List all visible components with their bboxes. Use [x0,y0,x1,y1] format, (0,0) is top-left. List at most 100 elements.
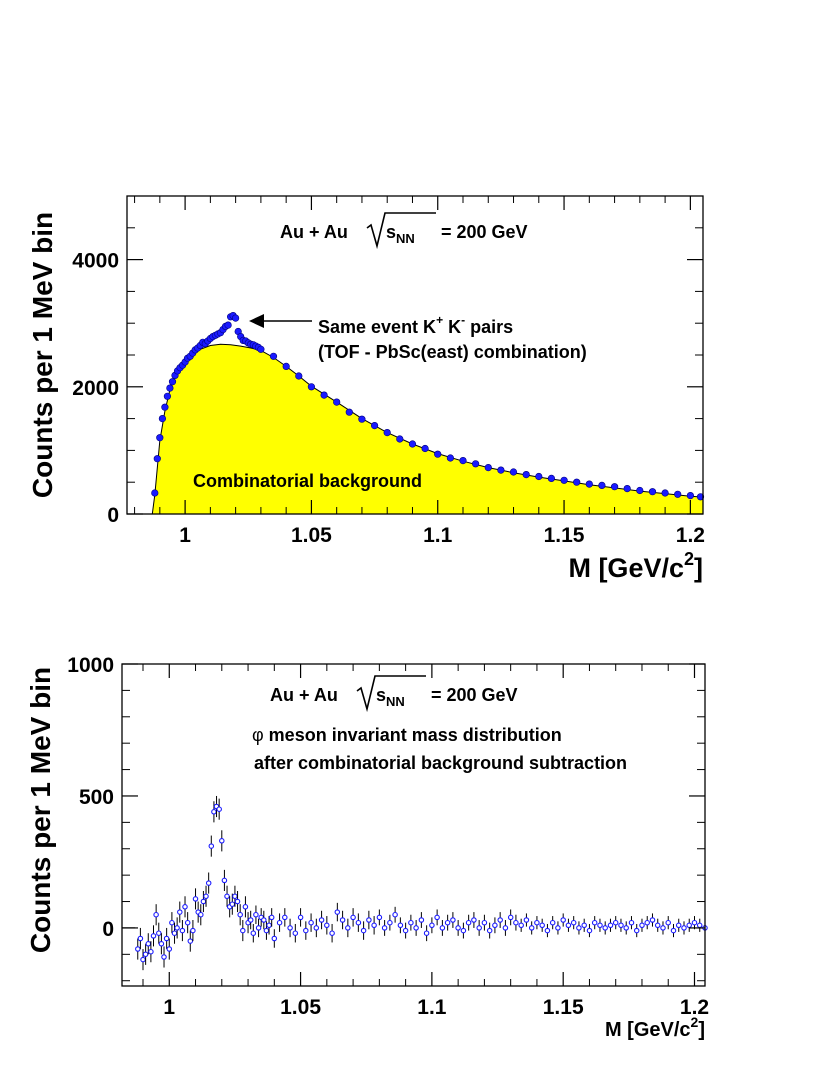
data-point [237,911,243,918]
data-point [329,930,335,936]
data-point [166,946,173,952]
top-x-tick-label: 1.15 [544,524,585,547]
data-point [158,941,165,947]
data-point [607,922,614,929]
data-point [665,919,671,926]
data-point [535,472,543,481]
bot-x-tick-label: 1.1 [417,996,447,1019]
data-point [497,917,503,923]
data-point [413,925,419,931]
data-point [174,925,180,931]
data-point [648,488,657,496]
data-point [156,930,162,936]
data-point [200,898,207,905]
data-point [387,919,393,926]
data-point [465,919,472,926]
sqrt-symbol [366,212,436,250]
bot-x-tick-label: 1.15 [543,996,584,1019]
top-axis-ticks: 1 1.05 1.1 1.15 1.2 0 2000 4000 [72,195,705,547]
bot-x-tick-label: 1.05 [280,996,321,1019]
data-point [163,392,171,400]
data-point [576,925,582,931]
bottom-axis-ticks: 1 1.05 1.1 1.15 1.2 0 500 1000 [67,654,709,1019]
same-event-pairs-series [151,312,705,501]
data-point [675,922,682,929]
data-point [198,911,204,918]
svg-text:= 200 GeV: = 200 GeV [431,685,518,705]
data-point [628,919,635,926]
svg-text:Au + Au: Au + Au [280,222,348,242]
data-point [502,925,509,931]
data-point [163,935,170,942]
data-point [481,919,488,926]
data-point [644,919,650,926]
data-point [371,422,379,430]
data-point [639,922,645,929]
data-point [184,919,191,926]
data-point [156,434,164,442]
data-point [507,914,514,921]
top-x-axis-label: M [GeV/c2] [568,549,703,583]
data-point [148,948,154,955]
data-point [355,919,362,926]
data-point [460,927,467,934]
data-point [691,919,698,926]
data-point [313,925,320,931]
data-point [234,898,241,905]
phi-description-line1: φ meson invariant mass distribution [252,725,562,745]
data-point [307,383,316,391]
data-point [276,919,283,926]
data-point [397,922,404,929]
data-point [150,933,157,939]
data-point [169,919,175,926]
data-point [151,489,159,497]
data-point [345,408,353,416]
data-point [153,911,159,918]
data-point [166,384,174,392]
data-point [376,914,383,921]
data-point [253,911,259,918]
data-point [224,893,230,900]
data-point [547,474,556,483]
data-point [240,927,246,934]
top-y-tick-label: 4000 [72,250,119,273]
data-point [492,922,498,929]
data-point [585,480,593,488]
data-point [484,464,492,472]
data-point [591,919,598,926]
data-point [618,922,624,929]
top-system-annotation: Au + Au sNN = 200 GeV [280,212,528,250]
bottom-panel: 1 1.05 1.1 1.15 1.2 0 500 1000 Counts per 1 MeV… [25,654,709,1041]
data-point [610,483,619,491]
data-point [408,440,417,448]
data-point [418,917,425,923]
data-point [565,922,572,929]
data-point [208,843,215,849]
data-point [421,444,429,453]
background-label: Combinatorial background [193,471,422,491]
data-point [497,466,505,474]
data-point [192,896,199,902]
svg-text:sNN: sNN [376,685,405,709]
data-point [205,880,212,886]
data-point [555,925,561,931]
data-point [455,925,461,931]
bottom-plot-frame [121,663,706,987]
data-point [255,925,262,931]
bottom-y-axis-label: Counts per 1 MeV bin [25,667,56,953]
bot-x-tick-label: 1 [163,996,175,1019]
data-point [649,917,656,923]
bottom-x-axis-label: M [GeV/c2] [605,1014,705,1041]
top-y-tick-label: 2000 [72,377,119,400]
data-point [179,927,186,934]
data-point [145,941,152,947]
data-point [177,909,183,915]
bottom-system-annotation: Au + Au sNN = 200 GeV [270,675,518,713]
phi-meson-series [122,795,708,971]
data-point [528,925,535,931]
phi-description-line2: after combinatorial background subtracti… [254,753,627,773]
data-point [320,391,328,399]
data-point [182,904,188,910]
data-point [232,893,238,900]
